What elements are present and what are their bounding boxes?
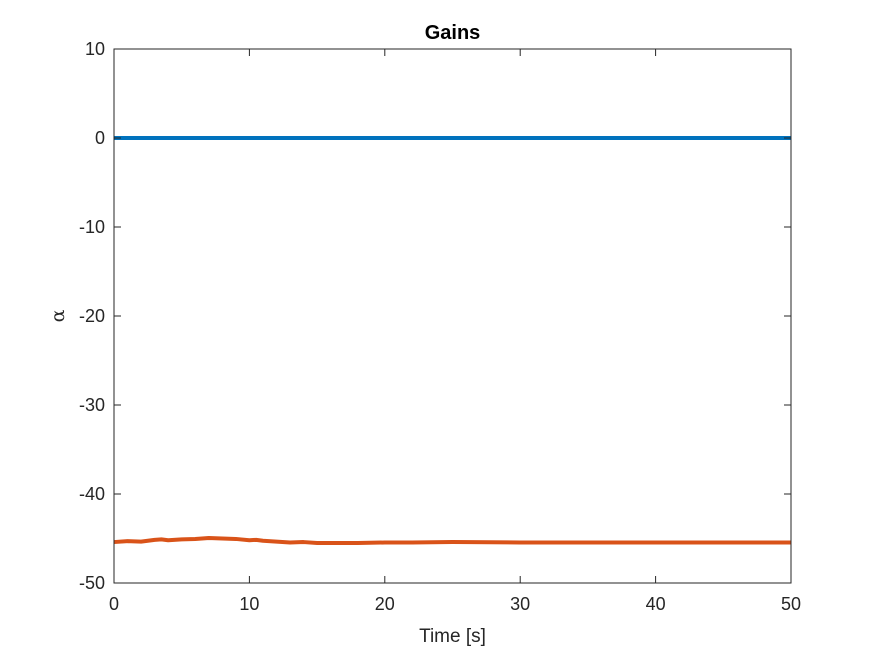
x-tick-label: 40 (646, 594, 666, 614)
x-tick-label: 20 (375, 594, 395, 614)
y-tick-label: 0 (95, 128, 105, 148)
y-tick-label: -10 (79, 217, 105, 237)
y-axis-label: α (47, 309, 69, 322)
chart-title: Gains (425, 22, 481, 44)
x-tick-label: 0 (109, 594, 119, 614)
series-2-line (113, 536, 791, 545)
y-tick-label: -20 (79, 306, 105, 326)
y-tick-label: 10 (85, 39, 105, 59)
plot-area (114, 49, 791, 583)
x-axis-label: Time [s] (419, 626, 486, 647)
y-tick-label: -30 (79, 395, 105, 415)
y-tick-label: -40 (79, 484, 105, 504)
series-layer (113, 136, 791, 545)
x-tick-label: 50 (781, 594, 801, 614)
x-tick-label: 30 (510, 594, 530, 614)
y-tick-label: -50 (79, 573, 105, 593)
x-tick-label: 10 (239, 594, 259, 614)
ticks-layer: 0 10 20 30 40 50 10 0 -10 -20 -30 -40 -50 (79, 39, 801, 614)
